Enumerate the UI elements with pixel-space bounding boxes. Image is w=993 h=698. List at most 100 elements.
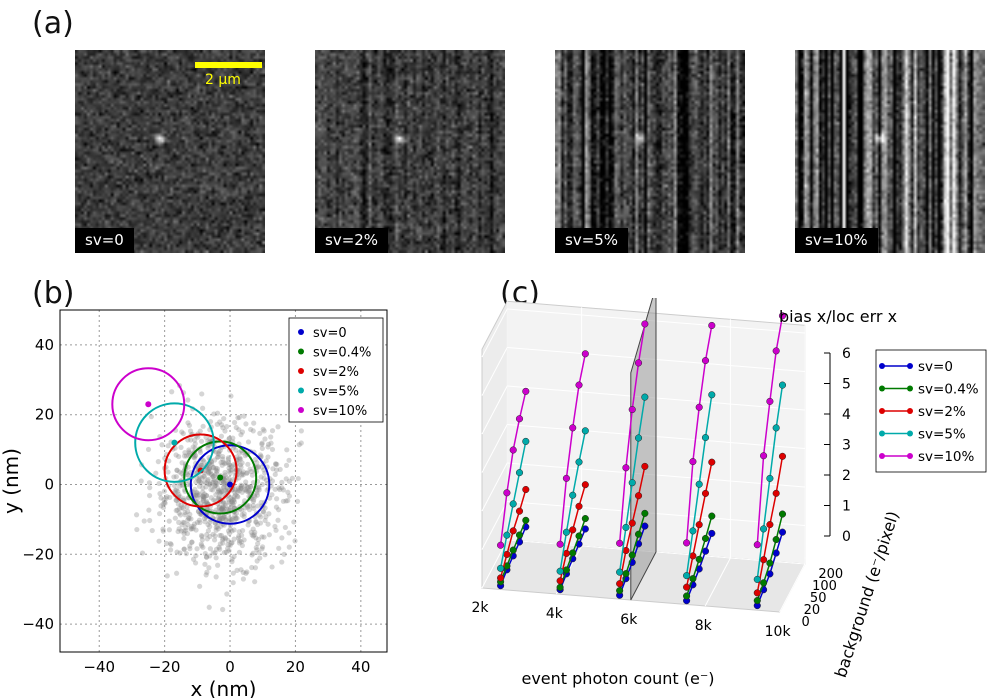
series-point — [778, 528, 787, 536]
cloud-point — [219, 515, 225, 522]
cloud-point — [282, 524, 288, 531]
cloud-point — [233, 424, 239, 431]
micrograph-caption: sv=2% — [315, 228, 389, 253]
cloud-point — [157, 491, 163, 497]
series-point — [641, 320, 649, 328]
x-axis-label: x (nm) — [191, 677, 257, 698]
micrograph-caption: sv=0 — [75, 228, 134, 253]
series-point — [503, 489, 511, 497]
series-point — [634, 530, 643, 538]
cloud-point — [263, 514, 269, 520]
cloud-point — [269, 428, 276, 434]
cloud-point — [217, 447, 223, 453]
cloud-point — [179, 505, 185, 511]
cloud-point — [210, 464, 216, 470]
cloud-point — [227, 526, 233, 532]
cloud-point — [234, 493, 240, 499]
cloud-point — [174, 507, 181, 513]
cloud-point — [228, 516, 234, 522]
cloud-point — [204, 498, 210, 504]
series-point — [522, 437, 530, 445]
cloud-point — [214, 524, 220, 530]
series-point — [556, 540, 564, 548]
cloud-point — [175, 501, 181, 507]
series-point — [760, 525, 768, 533]
series-point — [772, 536, 780, 544]
cloud-point — [203, 493, 209, 499]
cloud-point — [261, 475, 267, 481]
cloud-point — [192, 453, 198, 459]
cloud-point — [200, 496, 206, 502]
series-point — [701, 547, 710, 555]
cloud-point — [191, 523, 197, 530]
cloud-point — [149, 527, 155, 534]
cloud-point — [229, 498, 235, 505]
cloud-point — [195, 434, 201, 440]
cloud-point — [148, 414, 154, 420]
cloud-point — [269, 492, 275, 498]
cloud-point — [245, 489, 251, 495]
series-point — [701, 357, 710, 365]
cloud-point — [193, 479, 199, 485]
cloud-point — [277, 486, 283, 493]
legend-label: sv=2% — [313, 365, 359, 380]
cloud-point — [186, 515, 192, 522]
x-tick-label: 40 — [351, 658, 370, 676]
cloud-point — [196, 478, 202, 484]
cloud-point — [268, 440, 274, 446]
series-point — [641, 393, 649, 401]
cloud-point — [165, 443, 171, 449]
cloud-point — [224, 591, 230, 597]
cloud-point — [179, 460, 185, 466]
cloud-point — [258, 499, 264, 506]
cloud-point — [211, 411, 217, 417]
cloud-point — [225, 455, 231, 461]
cloud-point — [219, 506, 225, 512]
cloud-point — [234, 567, 240, 573]
cloud-point — [279, 559, 285, 565]
cloud-point — [239, 542, 245, 549]
cloud-point — [249, 564, 255, 571]
cloud-point — [286, 530, 292, 536]
uncertainty-circle — [183, 440, 258, 515]
series-point — [772, 424, 780, 432]
cloud-point — [219, 537, 226, 543]
cloud-point — [217, 515, 223, 521]
cloud-point — [218, 508, 224, 514]
cloud-point — [199, 475, 205, 481]
legend-label: sv=10% — [918, 449, 975, 465]
cloud-point — [285, 489, 291, 495]
cloud-point — [227, 462, 233, 468]
cloud-point — [236, 450, 242, 456]
cloud-point — [252, 579, 258, 585]
cloud-point — [215, 485, 221, 491]
series-point — [628, 551, 636, 559]
cloud-point — [186, 447, 192, 453]
cloud-point — [229, 540, 235, 546]
cloud-point — [259, 440, 265, 446]
cloud-point — [192, 560, 199, 566]
cloud-point — [254, 492, 260, 498]
cloud-point — [239, 512, 245, 518]
cloud-point — [265, 444, 271, 450]
cloud-point — [235, 535, 242, 541]
series-point — [701, 489, 710, 497]
depth-tick-label: 100 — [812, 579, 837, 594]
cloud-point — [216, 513, 222, 519]
cloud-point — [204, 492, 210, 499]
cloud-point — [244, 484, 250, 490]
series-point — [753, 541, 761, 549]
x-tick-label: −40 — [83, 658, 115, 676]
cloud-point — [218, 433, 225, 439]
series-point — [575, 502, 583, 510]
cloud-point — [235, 487, 241, 493]
cloud-point — [263, 458, 269, 464]
cloud-point — [205, 478, 211, 484]
cloud-point — [189, 523, 195, 530]
cloud-point — [164, 494, 170, 500]
series-point — [497, 574, 505, 582]
series-point — [556, 577, 564, 585]
cloud-point — [284, 447, 290, 453]
cloud-point — [244, 470, 250, 476]
cloud-point — [241, 537, 247, 543]
